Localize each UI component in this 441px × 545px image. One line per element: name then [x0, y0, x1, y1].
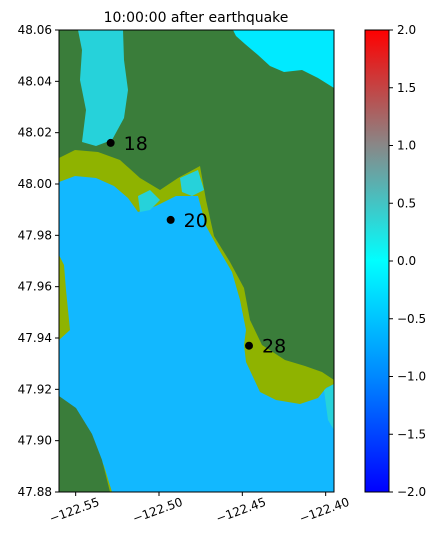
inundation-map	[59, 30, 334, 492]
colorbar-tick-label: −1.5	[397, 427, 426, 441]
y-tick-label: 48.00	[18, 177, 52, 191]
y-tick-label: 48.02	[18, 126, 52, 140]
colorbar-tick-label: 2.0	[397, 23, 416, 37]
gauge-18-marker	[106, 138, 115, 147]
y-tick-label: 47.98	[18, 228, 52, 242]
chart-title: 10:00:00 after earthquake	[104, 10, 289, 26]
colorbar-tick-label: 1.0	[397, 139, 416, 153]
colorbar-ticks: −2.0 −1.5 −1.0 −0.5 0.0 0.5 1.0 1.5 2.0	[389, 23, 426, 499]
colorbar-tick-label: −1.0	[397, 370, 426, 384]
bay-head-patch	[138, 190, 160, 212]
bay-head-patch-2	[180, 170, 204, 196]
y-tick-label: 47.94	[18, 331, 52, 345]
x-tick-label: −122.55	[47, 495, 101, 526]
y-axis: 47.88 47.90 47.92 47.94 47.96 47.98 48.00 48.02…	[18, 23, 59, 499]
colorbar-tick-label: −2.0	[397, 485, 426, 499]
lower-left-land	[59, 396, 110, 492]
y-tick-label: 47.88	[18, 485, 52, 499]
colorbar-gradient	[364, 29, 390, 493]
y-tick-label: 47.96	[18, 280, 52, 294]
colorbar-tick-label: 0.0	[397, 254, 416, 268]
gauge-20-marker	[166, 215, 175, 224]
plot-frame	[58, 29, 335, 493]
colorbar-tick-label: −0.5	[397, 312, 426, 326]
y-tick-label: 48.06	[18, 23, 52, 37]
x-tick-label: −122.40	[297, 495, 351, 526]
x-axis: −122.55 −122.50 −122.45 −122.40	[47, 492, 351, 526]
x-tick-label: −122.45	[214, 495, 268, 526]
inlet-water	[78, 30, 128, 146]
offshore-water-top	[233, 30, 334, 88]
gauge-18-label: 18	[124, 133, 148, 155]
y-tick-label: 47.90	[18, 434, 52, 448]
colorbar: −2.0 −1.5 −1.0 −0.5 0.0 0.5 1.0 1.5 2.0	[364, 23, 426, 499]
gauge-markers: 18 20 28	[106, 133, 286, 358]
y-tick-label: 48.04	[18, 74, 52, 88]
y-tick-label: 47.92	[18, 382, 52, 396]
gauge-20-label: 20	[184, 210, 208, 232]
gauge-28-label: 28	[262, 336, 286, 358]
bay-water	[59, 176, 334, 492]
colorbar-tick-label: 1.5	[397, 81, 416, 95]
right-edge-water	[324, 384, 334, 430]
gauge-28-marker	[245, 341, 253, 350]
x-tick-label: −122.50	[131, 495, 185, 526]
colorbar-tick-label: 0.5	[397, 196, 416, 210]
